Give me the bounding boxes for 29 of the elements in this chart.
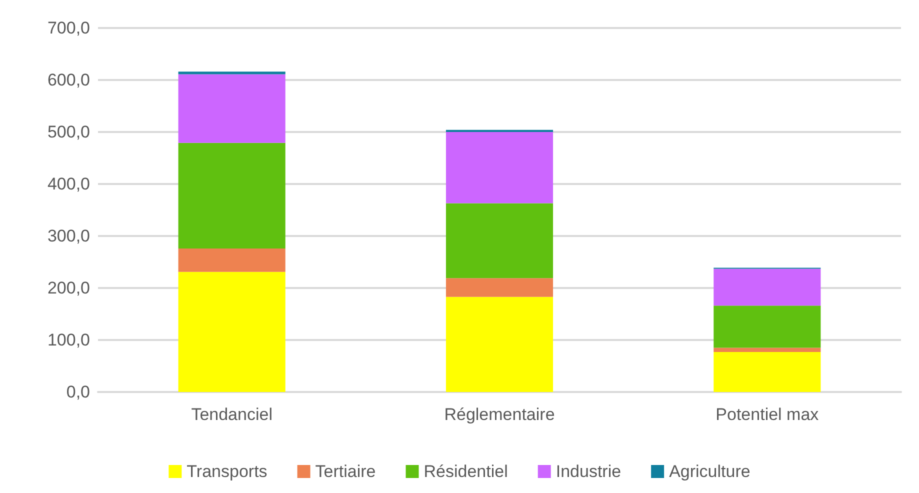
- bar: [446, 132, 554, 204]
- bar: [446, 278, 554, 297]
- legend-label: Transports: [186, 462, 268, 481]
- legend-label: Agriculture: [669, 462, 750, 481]
- y-tick-label: 600,0: [47, 70, 90, 90]
- bar: [446, 203, 554, 278]
- y-tick-label: 500,0: [47, 122, 90, 142]
- x-tick-label: Réglementaire: [444, 405, 555, 424]
- bar: [178, 74, 286, 143]
- y-tick-label: 700,0: [47, 18, 90, 38]
- bar: [178, 248, 286, 272]
- y-tick-label: 300,0: [47, 226, 90, 246]
- bar: [446, 296, 554, 392]
- bar: [714, 348, 821, 352]
- legend-label: Résidentiel: [424, 462, 508, 481]
- bar: [178, 72, 286, 74]
- x-tick-label: Potentiel max: [716, 405, 820, 424]
- legend-label: Industrie: [556, 462, 622, 481]
- bar: [714, 268, 821, 306]
- x-tick-label: Tendanciel: [191, 405, 272, 424]
- legend-label: Tertiaire: [315, 462, 376, 481]
- bar: [714, 306, 821, 348]
- y-tick-label: 200,0: [47, 278, 90, 298]
- bar: [178, 142, 286, 248]
- y-tick-label: 100,0: [47, 330, 90, 350]
- bar: [714, 352, 821, 392]
- bar: [178, 272, 286, 392]
- y-tick-label: 0,0: [66, 382, 90, 402]
- y-tick-label: 400,0: [47, 174, 90, 194]
